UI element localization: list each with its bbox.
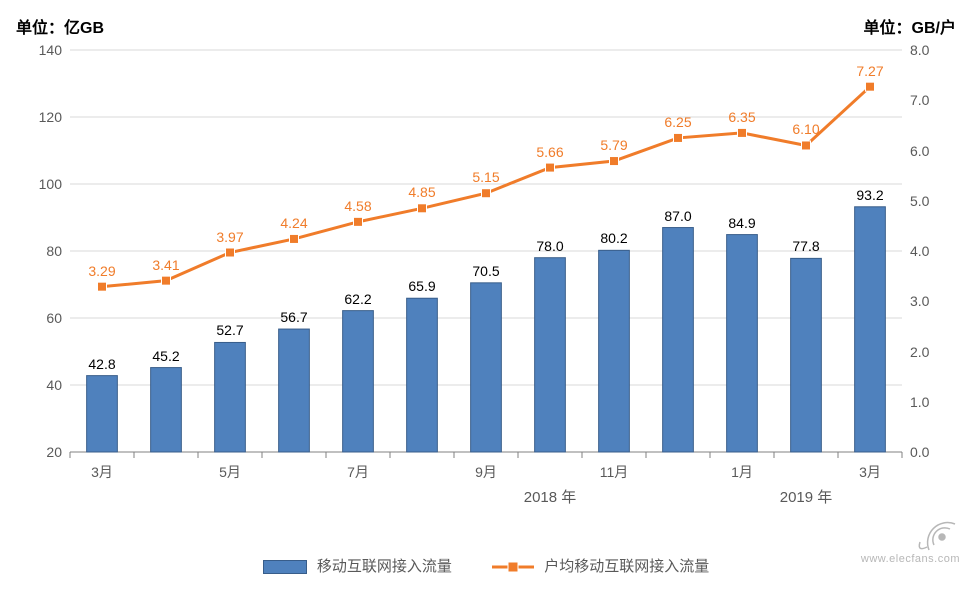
x-tick-label: 1月: [731, 462, 753, 482]
x-tick-label: 11月: [600, 462, 629, 482]
bar-value-label: 93.2: [856, 187, 883, 203]
bar-value-label: 45.2: [152, 348, 179, 364]
y-right-tick: 7.0: [910, 92, 950, 108]
x-tick-label: 5月: [219, 462, 241, 482]
legend-bar-label: 移动互联网接入流量: [317, 558, 452, 575]
x-tick-label: 9月: [475, 462, 497, 482]
line-value-label: 4.24: [280, 215, 307, 231]
line-value-label: 6.25: [664, 114, 691, 130]
y-right-tick: 4.0: [910, 243, 950, 259]
line-value-label: 6.35: [728, 109, 755, 125]
line-value-label: 5.66: [536, 144, 563, 160]
y-left-tick: 140: [22, 42, 62, 58]
chart-legend: 移动互联网接入流量 户均移动互联网接入流量: [0, 555, 972, 576]
legend-item-line: 户均移动互联网接入流量: [492, 555, 709, 576]
line-value-label: 3.41: [152, 257, 179, 273]
line-value-label: 5.79: [600, 137, 627, 153]
y-right-tick: 6.0: [910, 143, 950, 159]
y-right-tick: 3.0: [910, 293, 950, 309]
x-tick-label: 3月: [859, 462, 881, 482]
y-left-tick: 60: [22, 310, 62, 326]
x-year-label: 2019 年: [780, 486, 833, 507]
bar-value-label: 56.7: [280, 309, 307, 325]
line-value-label: 3.29: [88, 263, 115, 279]
bar-value-label: 52.7: [216, 322, 243, 338]
watermark-text: www.elecfans.com: [861, 553, 960, 565]
x-year-label: 2018 年: [524, 486, 577, 507]
line-value-label: 5.15: [472, 169, 499, 185]
bar-value-label: 42.8: [88, 356, 115, 372]
y-right-tick: 2.0: [910, 344, 950, 360]
bar-value-label: 70.5: [472, 263, 499, 279]
bar-value-label: 80.2: [600, 230, 627, 246]
bar-value-label: 87.0: [664, 208, 691, 224]
y-right-tick: 1.0: [910, 394, 950, 410]
legend-item-bars: 移动互联网接入流量: [263, 555, 452, 576]
bar-value-label: 62.2: [344, 291, 371, 307]
bar-value-label: 77.8: [792, 238, 819, 254]
chart-plot: [0, 0, 972, 601]
y-left-tick: 100: [22, 176, 62, 192]
y-left-tick: 120: [22, 109, 62, 125]
y-right-tick: 8.0: [910, 42, 950, 58]
watermark-logo: [912, 517, 962, 557]
legend-line-swatch: [492, 561, 534, 573]
y-right-tick: 0.0: [910, 444, 950, 460]
line-value-label: 6.10: [792, 121, 819, 137]
line-value-label: 3.97: [216, 229, 243, 245]
bar-value-label: 78.0: [536, 238, 563, 254]
line-value-label: 7.27: [856, 63, 883, 79]
y-left-tick: 40: [22, 377, 62, 393]
y-left-tick: 20: [22, 444, 62, 460]
line-value-label: 4.58: [344, 198, 371, 214]
x-tick-label: 7月: [347, 462, 369, 482]
bar-value-label: 65.9: [408, 278, 435, 294]
legend-line-label: 户均移动互联网接入流量: [544, 558, 709, 575]
y-right-tick: 5.0: [910, 193, 950, 209]
line-value-label: 4.85: [408, 184, 435, 200]
y-left-tick: 80: [22, 243, 62, 259]
legend-bar-swatch: [263, 560, 307, 574]
bar-value-label: 84.9: [728, 215, 755, 231]
x-tick-label: 3月: [91, 462, 113, 482]
